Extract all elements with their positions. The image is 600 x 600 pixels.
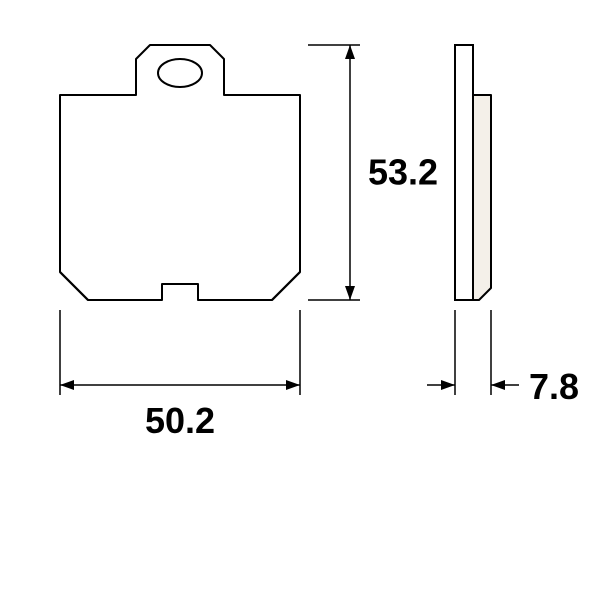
thickness-dimension-label: 7.8 [529, 366, 579, 407]
side-view: 7.8 [427, 45, 579, 407]
technical-drawing: 50.2 53.2 7.8 [0, 0, 600, 600]
height-dimension-label: 53.2 [368, 152, 438, 193]
front-view: 50.2 53.2 [60, 45, 438, 441]
width-dimension-label: 50.2 [145, 400, 215, 441]
